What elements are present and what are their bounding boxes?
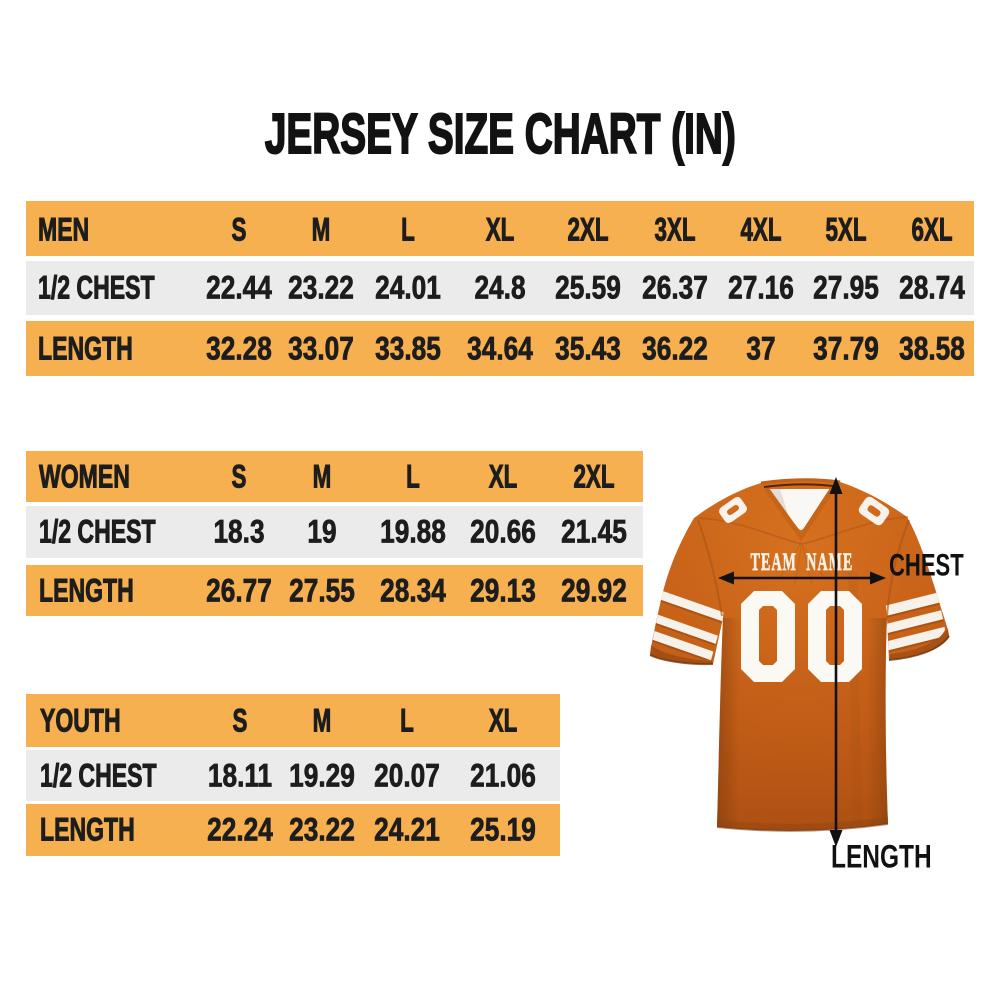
svg-text:TEAM NAME: TEAM NAME bbox=[751, 549, 854, 576]
